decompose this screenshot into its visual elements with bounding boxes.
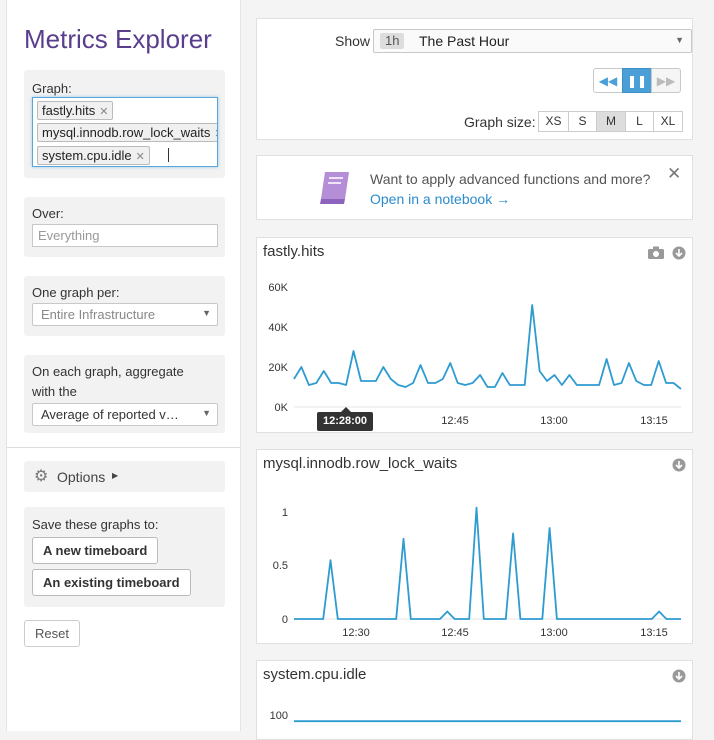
x-tick-label: 12:45	[441, 415, 469, 427]
metric-tag-label: fastly.hits	[42, 103, 96, 118]
graph-panel: Graph: fastly.hits ✕ mysql.innodb.row_loc…	[24, 70, 225, 178]
graph-icons	[672, 456, 686, 472]
row-lock-waits-chart[interactable]: 1 0.5 0 12:30 12:45 13:00 13:15	[257, 476, 694, 644]
aggregate-label-line2: with the	[32, 384, 77, 399]
graph-label: Graph:	[32, 81, 72, 96]
metric-tag[interactable]: fastly.hits ✕	[37, 101, 114, 120]
show-label: Show	[335, 33, 371, 49]
graph-size-buttons: XS S M L XL	[538, 111, 683, 132]
size-button-xl[interactable]: XL	[653, 111, 683, 132]
text-cursor	[168, 148, 169, 162]
y-tick-label: 1	[282, 507, 288, 519]
graph-card-fastly-hits: fastly.hits 60K 40K 20K 0K 12:45 13:00 1…	[256, 237, 693, 433]
page-title: Metrics Explorer	[24, 24, 212, 54]
open-notebook-link[interactable]: Open in a notebook →	[370, 191, 511, 207]
y-tick-label: 100	[270, 710, 288, 722]
pause-button[interactable]: ❚❚	[622, 68, 652, 93]
save-label: Save these graphs to:	[32, 517, 159, 532]
y-tick-label: 20K	[268, 362, 288, 374]
aggregate-panel: On each graph, aggregate with the Averag…	[24, 355, 225, 433]
controls-card: Show 1h The Past Hour ▼ ◀◀ ❚❚ ▶▶ Graph s…	[256, 18, 693, 140]
options-toggle[interactable]: ⚙ Options ▶	[24, 461, 225, 492]
graph-icons	[648, 244, 686, 260]
download-icon[interactable]	[672, 669, 686, 683]
y-tick-label: 0	[282, 614, 288, 626]
over-label: Over:	[32, 206, 64, 221]
x-tick-label: 12:30	[342, 627, 370, 639]
graph-card-row-lock-waits: mysql.innodb.row_lock_waits 1 0.5 0 12:3…	[256, 449, 693, 644]
graph-title: system.cpu.idle	[263, 666, 367, 683]
size-button-l[interactable]: L	[625, 111, 654, 132]
one-graph-per-label: One graph per:	[32, 285, 120, 300]
aggregate-label-line1: On each graph, aggregate	[32, 364, 184, 379]
chevron-down-icon: ▼	[202, 408, 211, 418]
metric-tag-label: mysql.innodb.row_lock_waits	[42, 125, 211, 140]
graph-size-label: Graph size:	[464, 114, 536, 130]
x-tick-label: 13:15	[640, 627, 668, 639]
one-graph-per-value: Entire Infrastructure	[41, 307, 156, 322]
series-line	[294, 506, 681, 620]
one-graph-per-select[interactable]: Entire Infrastructure ▼	[32, 303, 218, 326]
x-tick-label: 12:45	[441, 627, 469, 639]
download-icon[interactable]	[672, 458, 686, 472]
options-label: Options	[57, 469, 106, 485]
chevron-down-icon: ▼	[202, 308, 211, 318]
new-timeboard-button[interactable]: A new timeboard	[32, 537, 159, 564]
notebook-banner: Want to apply advanced functions and mor…	[256, 155, 693, 220]
fastly-hits-chart[interactable]: 60K 40K 20K 0K 12:45 13:00 13:15	[257, 264, 694, 434]
divider	[7, 447, 240, 448]
time-tooltip: 12:28:00	[317, 407, 373, 431]
reset-button[interactable]: Reset	[24, 620, 80, 647]
cpu-idle-chart[interactable]: 100	[257, 687, 694, 732]
playback-controls: ◀◀ ❚❚ ▶▶	[593, 68, 684, 93]
y-tick-label: 0.5	[273, 560, 288, 572]
timeframe-value: The Past Hour	[419, 33, 510, 49]
graph-card-cpu-idle: system.cpu.idle 100	[256, 660, 693, 740]
y-tick-label: 60K	[268, 282, 288, 294]
x-tick-label: 13:15	[640, 415, 668, 427]
over-input[interactable]: Everything	[32, 224, 218, 247]
notebook-banner-text: Want to apply advanced functions and mor…	[370, 171, 651, 187]
download-icon[interactable]	[672, 246, 686, 260]
over-panel: Over: Everything	[24, 197, 225, 257]
sidebar: Metrics Explorer Graph: fastly.hits ✕ mys…	[6, 0, 241, 731]
camera-icon[interactable]	[648, 246, 665, 260]
metric-tag[interactable]: mysql.innodb.row_lock_waits✕	[37, 123, 217, 142]
over-placeholder: Everything	[38, 228, 100, 243]
timeframe-select[interactable]: 1h The Past Hour ▼	[373, 29, 692, 53]
gear-icon: ⚙	[34, 468, 49, 485]
remove-tag-icon[interactable]: ✕	[135, 151, 145, 163]
existing-timeboard-button[interactable]: An existing timeboard	[32, 569, 191, 596]
size-button-xs[interactable]: XS	[538, 111, 569, 132]
graph-icons	[672, 667, 686, 683]
timeframe-pill: 1h	[380, 33, 405, 49]
x-tick-label: 13:00	[540, 627, 568, 639]
chevron-down-icon: ▼	[675, 35, 684, 45]
graph-title: mysql.innodb.row_lock_waits	[263, 455, 458, 472]
metric-tag[interactable]: system.cpu.idle ✕	[37, 146, 150, 165]
graph-title: fastly.hits	[263, 243, 325, 260]
size-button-s[interactable]: S	[568, 111, 597, 132]
rewind-button[interactable]: ◀◀	[593, 68, 623, 93]
save-panel: Save these graphs to: A new timeboard An…	[24, 507, 225, 607]
metric-tag-input[interactable]: fastly.hits ✕ mysql.innodb.row_lock_waits…	[32, 97, 218, 167]
aggregate-value: Average of reported v…	[41, 407, 179, 422]
aggregate-select[interactable]: Average of reported v… ▼	[32, 403, 218, 426]
notebook-icon	[320, 172, 349, 204]
y-tick-label: 0K	[275, 402, 289, 414]
forward-button[interactable]: ▶▶	[651, 68, 681, 93]
close-icon[interactable]: ✕	[667, 164, 682, 183]
size-button-m[interactable]: M	[596, 111, 626, 132]
one-graph-per-panel: One graph per: Entire Infrastructure ▼	[24, 276, 225, 336]
remove-tag-icon[interactable]: ✕	[99, 106, 109, 118]
remove-tag-icon[interactable]: ✕	[214, 128, 217, 140]
caret-right-icon: ▶	[112, 471, 119, 480]
x-tick-label: 13:00	[540, 415, 568, 427]
y-tick-label: 40K	[268, 322, 288, 334]
metric-tag-label: system.cpu.idle	[42, 148, 132, 163]
series-line	[293, 304, 682, 390]
